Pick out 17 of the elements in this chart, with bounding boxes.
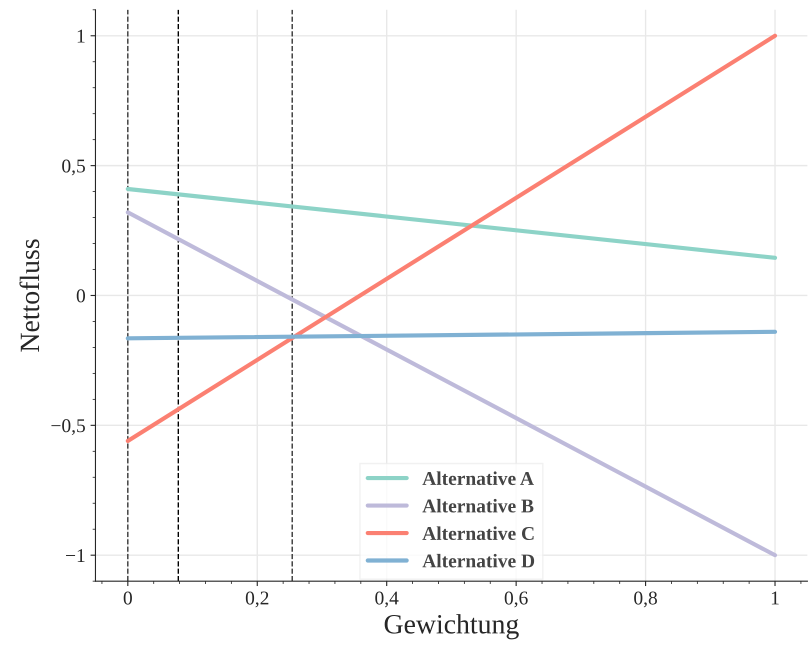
- y-tick-label: 1: [78, 30, 85, 43]
- x-tick-label: 0,4: [375, 591, 399, 608]
- x-tick-label: 0: [124, 591, 132, 605]
- x-tick-label: 0,2: [246, 591, 268, 608]
- x-tick-label: 0,8: [634, 591, 657, 608]
- legend-label: Alternative D: [422, 554, 534, 568]
- y-tick-label: −0,5: [51, 419, 85, 436]
- legend-label: Alternative A: [422, 471, 534, 486]
- y-tick-label: −1: [66, 549, 85, 562]
- x-tick-label: 1: [772, 592, 779, 604]
- legend-label: Alternative C: [422, 526, 534, 540]
- x-axis-title: Gewichtung: [384, 614, 519, 640]
- y-axis-title: Nettofluss: [19, 239, 40, 352]
- y-tick-label: 0,5: [62, 159, 85, 176]
- x-tick-label: 0,6: [504, 591, 528, 608]
- y-tick-label: 0: [76, 289, 85, 302]
- legend-label: Alternative B: [422, 498, 534, 513]
